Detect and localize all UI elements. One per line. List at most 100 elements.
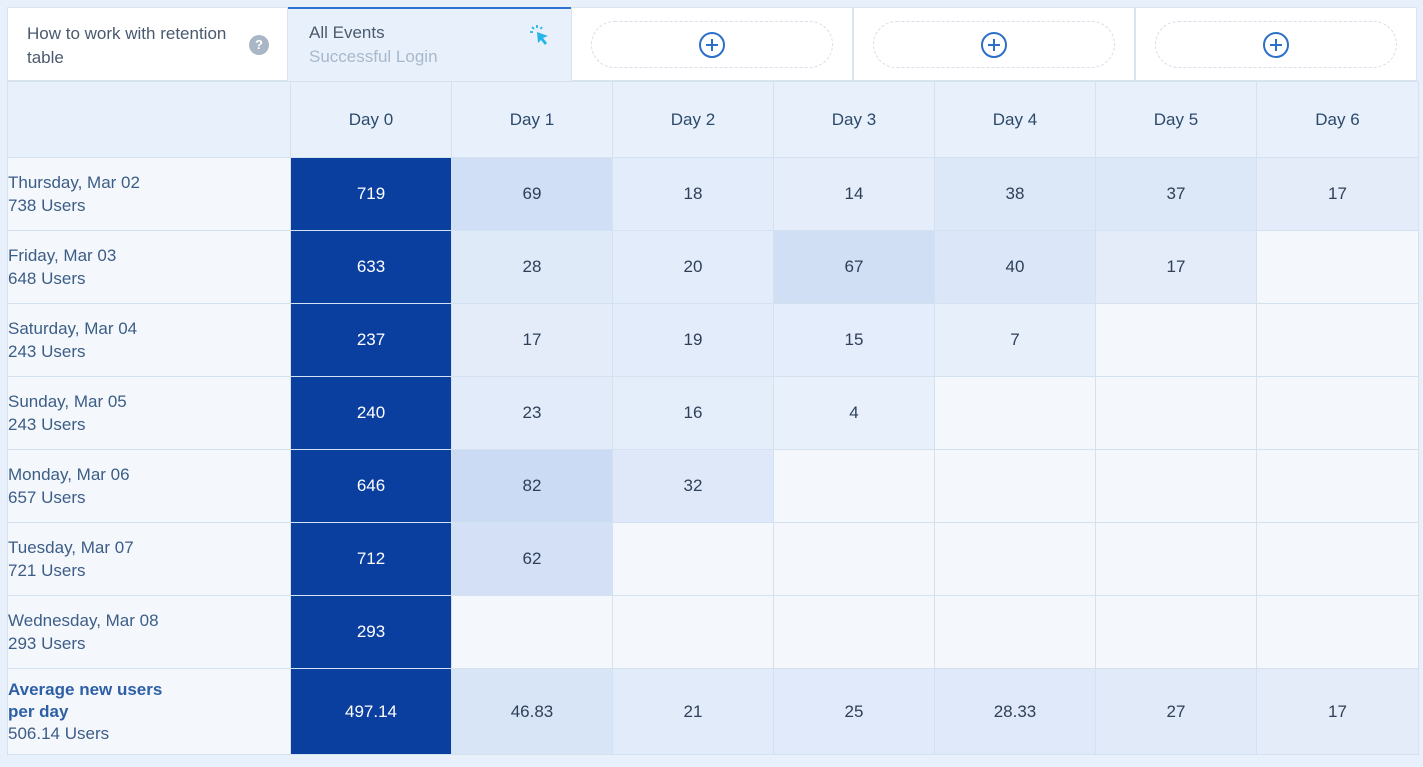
retention-cell[interactable] xyxy=(773,522,935,596)
retention-cell[interactable] xyxy=(1095,595,1257,669)
add-event-button[interactable] xyxy=(1155,21,1397,68)
retention-cell[interactable] xyxy=(934,522,1096,596)
table-row: Monday, Mar 06 657 Users 646 82 32 xyxy=(7,449,1419,523)
average-title-line1: Average new users xyxy=(8,679,163,699)
retention-cell[interactable]: 15 xyxy=(773,303,935,377)
retention-cell[interactable] xyxy=(612,595,774,669)
retention-cell[interactable]: 23 xyxy=(451,376,613,450)
retention-cell[interactable]: 28 xyxy=(451,230,613,304)
cohort-users: 738 Users xyxy=(8,196,86,215)
event-subtitle: Successful Login xyxy=(309,47,438,66)
retention-cell[interactable] xyxy=(1256,595,1419,669)
retention-cell[interactable] xyxy=(1256,303,1419,377)
cohort-users: 243 Users xyxy=(8,342,86,361)
retention-cell[interactable] xyxy=(1256,230,1419,304)
retention-cell[interactable]: 67 xyxy=(773,230,935,304)
cohort-date: Friday, Mar 03 xyxy=(8,246,117,265)
retention-cell[interactable]: 633 xyxy=(290,230,452,304)
help-panel[interactable]: How to work with retention table ? xyxy=(7,7,288,81)
retention-cell[interactable]: 32 xyxy=(612,449,774,523)
retention-toolbar: How to work with retention table ? All E… xyxy=(7,7,1417,81)
average-cell[interactable]: 28.33 xyxy=(934,668,1096,755)
retention-cell[interactable]: 7 xyxy=(934,303,1096,377)
retention-cell[interactable]: 719 xyxy=(290,157,452,231)
average-cell[interactable]: 25 xyxy=(773,668,935,755)
retention-cell[interactable] xyxy=(934,595,1096,669)
cohort-users: 648 Users xyxy=(8,269,86,288)
table-row: Saturday, Mar 04 243 Users 237 17 19 15 7 xyxy=(7,303,1419,377)
cohort-label: Friday, Mar 03 648 Users xyxy=(7,230,291,304)
retention-cell[interactable] xyxy=(1095,449,1257,523)
add-event-slot-2 xyxy=(853,7,1135,81)
average-users: 506.14 Users xyxy=(8,723,110,743)
cohort-date: Tuesday, Mar 07 xyxy=(8,538,134,557)
retention-cell[interactable]: 712 xyxy=(290,522,452,596)
plus-circle-icon xyxy=(1263,31,1289,58)
average-cell[interactable]: 497.14 xyxy=(290,668,452,755)
table-row: Sunday, Mar 05 243 Users 240 23 16 4 xyxy=(7,376,1419,450)
cohort-label: Monday, Mar 06 657 Users xyxy=(7,449,291,523)
column-header-day-6: Day 6 xyxy=(1256,81,1419,158)
cursor-click-icon xyxy=(530,25,548,45)
cohort-date: Wednesday, Mar 08 xyxy=(8,611,159,630)
average-cell[interactable]: 17 xyxy=(1256,668,1419,755)
retention-cell[interactable] xyxy=(451,595,613,669)
average-cell[interactable]: 46.83 xyxy=(451,668,613,755)
retention-cell[interactable] xyxy=(612,522,774,596)
event-selector-all-events[interactable]: All Events Successful Login xyxy=(288,7,571,81)
retention-cell[interactable] xyxy=(1095,522,1257,596)
retention-table: Day 0 Day 1 Day 2 Day 3 Day 4 Day 5 Day … xyxy=(7,81,1419,755)
cohort-users: 721 Users xyxy=(8,561,86,580)
help-text: How to work with retention table xyxy=(27,24,227,67)
retention-cell[interactable]: 17 xyxy=(1095,230,1257,304)
retention-cell[interactable]: 17 xyxy=(451,303,613,377)
retention-cell[interactable] xyxy=(773,595,935,669)
retention-cell[interactable] xyxy=(1256,376,1419,450)
average-cell[interactable]: 21 xyxy=(612,668,774,755)
retention-cell[interactable] xyxy=(1095,303,1257,377)
retention-cell[interactable]: 40 xyxy=(934,230,1096,304)
retention-cell[interactable]: 646 xyxy=(290,449,452,523)
retention-cell[interactable]: 240 xyxy=(290,376,452,450)
retention-cell[interactable] xyxy=(1256,449,1419,523)
table-header-row: Day 0 Day 1 Day 2 Day 3 Day 4 Day 5 Day … xyxy=(7,81,1419,158)
retention-cell[interactable] xyxy=(1256,522,1419,596)
retention-cell[interactable]: 37 xyxy=(1095,157,1257,231)
header-corner xyxy=(7,81,291,158)
retention-cell[interactable]: 20 xyxy=(612,230,774,304)
event-title: All Events xyxy=(309,23,385,42)
table-row: Wednesday, Mar 08 293 Users 293 xyxy=(7,595,1419,669)
column-header-day-1: Day 1 xyxy=(451,81,613,158)
retention-cell[interactable]: 237 xyxy=(290,303,452,377)
retention-cell[interactable]: 18 xyxy=(612,157,774,231)
retention-cell[interactable]: 82 xyxy=(451,449,613,523)
retention-cell[interactable]: 293 xyxy=(290,595,452,669)
retention-cell[interactable]: 16 xyxy=(612,376,774,450)
retention-cell[interactable] xyxy=(934,376,1096,450)
add-event-button[interactable] xyxy=(591,21,833,68)
cohort-users: 657 Users xyxy=(8,488,86,507)
cohort-label: Wednesday, Mar 08 293 Users xyxy=(7,595,291,669)
add-event-slot-3 xyxy=(1135,7,1417,81)
column-header-day-3: Day 3 xyxy=(773,81,935,158)
retention-cell[interactable]: 19 xyxy=(612,303,774,377)
retention-cell[interactable]: 14 xyxy=(773,157,935,231)
question-icon[interactable]: ? xyxy=(249,35,269,55)
cohort-users: 293 Users xyxy=(8,634,86,653)
retention-cell[interactable]: 62 xyxy=(451,522,613,596)
retention-cell[interactable] xyxy=(934,449,1096,523)
retention-cell[interactable] xyxy=(1095,376,1257,450)
average-cell[interactable]: 27 xyxy=(1095,668,1257,755)
cohort-label: Saturday, Mar 04 243 Users xyxy=(7,303,291,377)
retention-cell[interactable]: 38 xyxy=(934,157,1096,231)
retention-cell[interactable]: 17 xyxy=(1256,157,1419,231)
plus-circle-icon xyxy=(699,31,725,58)
retention-cell[interactable] xyxy=(773,449,935,523)
retention-cell[interactable]: 4 xyxy=(773,376,935,450)
add-event-button[interactable] xyxy=(873,21,1115,68)
table-row: Tuesday, Mar 07 721 Users 712 62 xyxy=(7,522,1419,596)
cohort-users: 243 Users xyxy=(8,415,86,434)
plus-circle-icon xyxy=(981,31,1007,58)
retention-cell[interactable]: 69 xyxy=(451,157,613,231)
average-label: Average new users per day 506.14 Users xyxy=(7,668,291,755)
